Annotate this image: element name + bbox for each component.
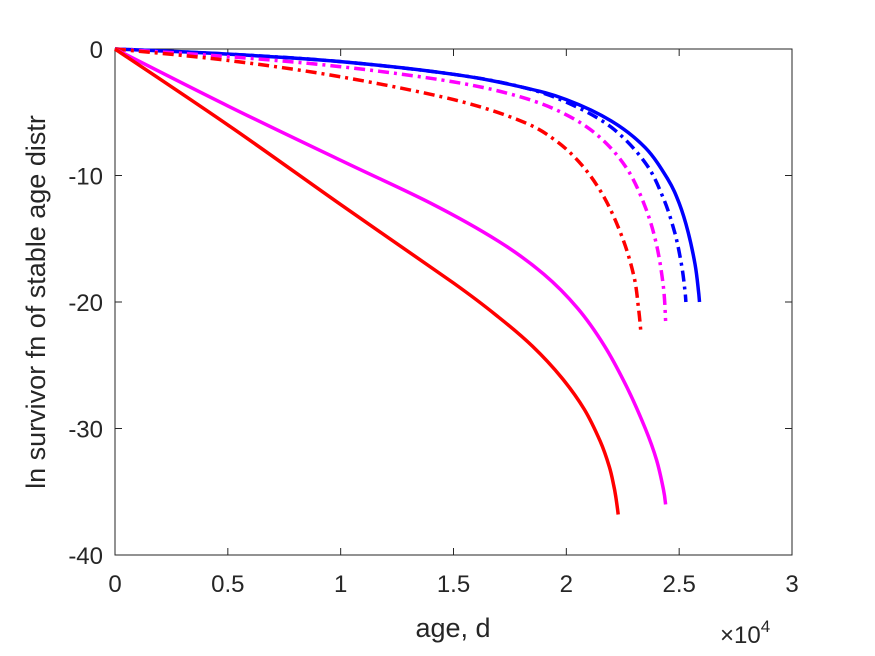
x-axis-exponent: ×104 bbox=[720, 617, 770, 649]
y-axis-label: ln survivor fn of stable age distr bbox=[21, 115, 51, 489]
x-tick-label: 1 bbox=[334, 571, 347, 598]
x-axis-exponent-base: ×10 bbox=[720, 622, 761, 649]
series-line-5 bbox=[114, 47, 668, 505]
x-tick-label: 2 bbox=[560, 571, 573, 598]
x-tick-label: 3 bbox=[785, 571, 798, 598]
plot-area bbox=[114, 48, 793, 556]
x-axis-label: age, d bbox=[415, 613, 490, 643]
x-tick-label: 0 bbox=[108, 571, 121, 598]
x-axis-ticks: 0 0.5 1 1.5 2 2.5 3 bbox=[108, 49, 799, 598]
y-tick-label: -20 bbox=[68, 290, 103, 317]
y-tick-label: -40 bbox=[68, 543, 103, 570]
x-tick-label: 2.5 bbox=[662, 571, 695, 598]
x-tick-label: 0.5 bbox=[211, 571, 244, 598]
y-tick-label: -10 bbox=[68, 164, 103, 191]
series-line-2 bbox=[114, 47, 688, 303]
series-line-6 bbox=[114, 47, 620, 515]
series-line-4 bbox=[114, 47, 643, 332]
x-tick-label: 1.5 bbox=[437, 571, 470, 598]
y-tick-label: -30 bbox=[68, 417, 103, 444]
series-line-3 bbox=[114, 47, 668, 322]
x-axis-exponent-power: 4 bbox=[761, 617, 770, 636]
y-tick-label: 0 bbox=[90, 37, 103, 64]
series-layer bbox=[114, 47, 702, 515]
y-axis-ticks: 0 -10 -20 -30 -40 bbox=[68, 37, 792, 570]
